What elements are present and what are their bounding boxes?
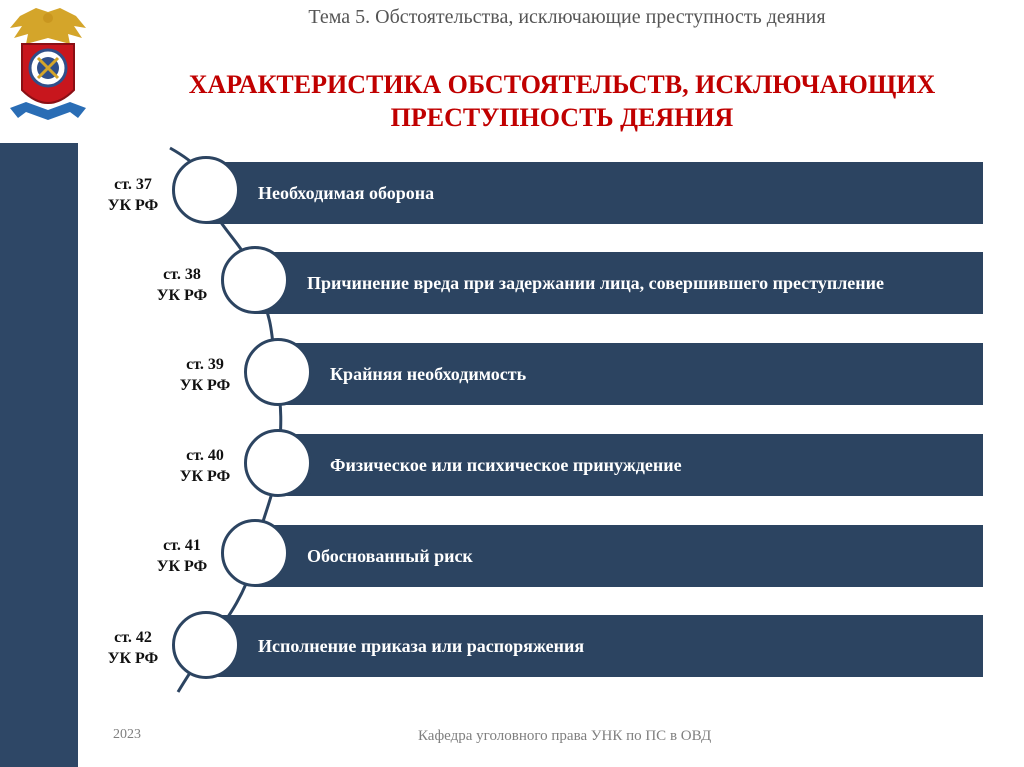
page-title: ХАРАКТЕРИСТИКА ОБСТОЯТЕЛЬСТВ, ИСКЛЮЧАЮЩИ…	[120, 68, 1004, 134]
article-code: УК РФ	[107, 197, 159, 214]
list-item: Причинение вреда при задержании лица, со…	[255, 252, 983, 314]
list-item: Исполнение приказа или распоряжения	[206, 615, 983, 677]
list-item-circle	[172, 156, 240, 224]
title-line-2: ПРЕСТУПНОСТЬ ДЕЯНИЯ	[390, 103, 734, 132]
list-item-circle	[221, 246, 289, 314]
list-item: Крайняя необходимость	[278, 343, 983, 405]
article-label: ст. 41 УК РФ	[142, 535, 222, 577]
footer-department: Кафедра уголовного права УНК по ПС в ОВД	[418, 728, 712, 744]
article-label: ст. 37 УК РФ	[93, 174, 173, 216]
article-label: ст. 42 УК РФ	[93, 627, 173, 669]
left-decorative-band	[0, 143, 78, 767]
item-text: Причинение вреда при задержании лица, со…	[307, 273, 885, 293]
title-line-1: ХАРАКТЕРИСТИКА ОБСТОЯТЕЛЬСТВ, ИСКЛЮЧАЮЩИ…	[188, 70, 936, 99]
footer-year: 2023	[113, 727, 141, 742]
item-text: Крайняя необходимость	[330, 364, 527, 384]
item-text: Исполнение приказа или распоряжения	[258, 636, 585, 656]
list-item-circle	[244, 429, 312, 497]
article-code: УК РФ	[156, 287, 208, 304]
article-code: УК РФ	[156, 558, 208, 575]
article-label: ст. 40 УК РФ	[165, 445, 245, 487]
emblem-icon	[10, 8, 86, 120]
item-text: Необходимая оборона	[258, 183, 435, 203]
article-code: УК РФ	[179, 377, 231, 394]
article-label: ст. 38 УК РФ	[142, 264, 222, 306]
list-item: Обоснованный риск	[255, 525, 983, 587]
article-code: УК РФ	[107, 650, 159, 667]
article-number: ст. 40	[186, 447, 224, 464]
list-item: Необходимая оборона	[206, 162, 983, 224]
article-label: ст. 39 УК РФ	[165, 354, 245, 396]
item-text: Физическое или психическое принуждение	[330, 455, 682, 475]
list-item: Физическое или психическое принуждение	[278, 434, 983, 496]
list-item-circle	[172, 611, 240, 679]
article-number: ст. 38	[163, 266, 201, 283]
article-code: УК РФ	[179, 468, 231, 485]
article-number: ст. 42	[114, 629, 152, 646]
article-number: ст. 39	[186, 356, 224, 373]
list-item-circle	[244, 338, 312, 406]
item-text: Обоснованный риск	[307, 546, 473, 566]
list-item-circle	[221, 519, 289, 587]
article-number: ст. 41	[163, 537, 201, 554]
topic-heading: Тема 5. Обстоятельства, исключающие прес…	[308, 6, 826, 28]
article-number: ст. 37	[114, 176, 152, 193]
